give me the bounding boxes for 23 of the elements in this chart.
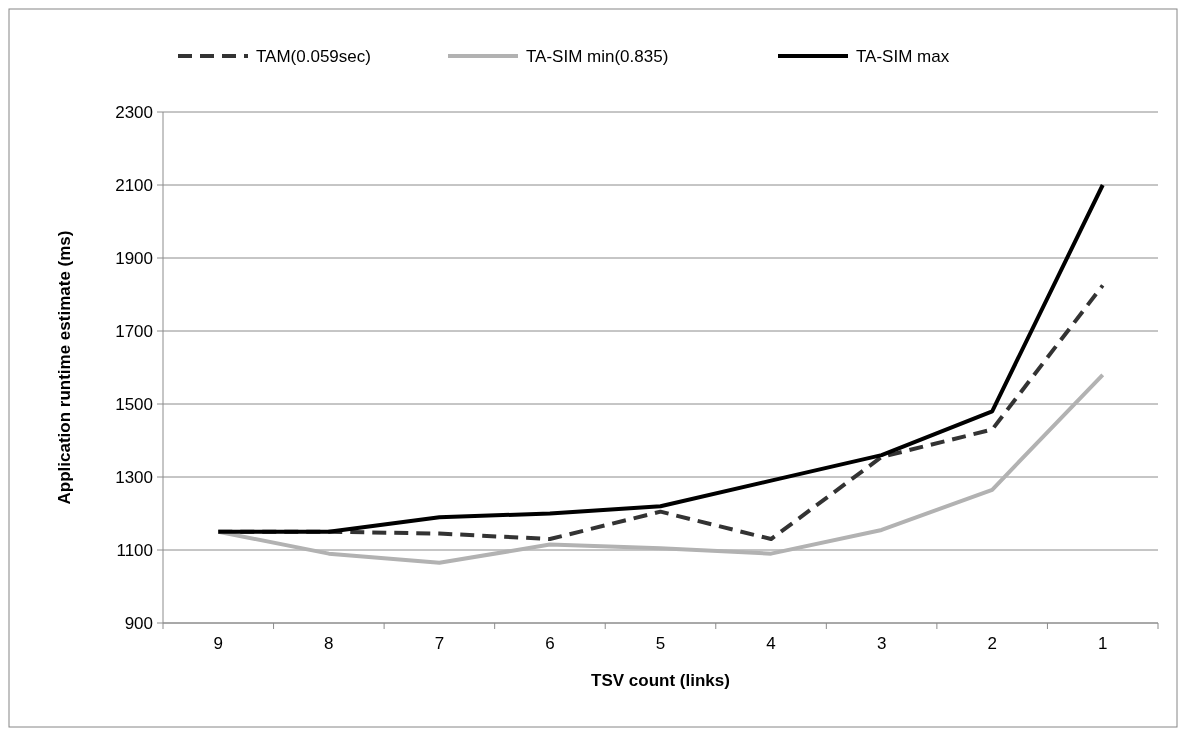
y-tick-label: 1900: [115, 248, 153, 268]
x-axis-title: TSV count (links): [591, 671, 730, 690]
y-tick-label: 1500: [115, 394, 153, 414]
legend-label: TA-SIM max: [856, 46, 950, 66]
y-axis-title: Application runtime estimate (ms): [55, 230, 74, 505]
y-tick-label: 1100: [116, 540, 153, 560]
x-tick-label: 7: [434, 634, 445, 653]
x-tick-label: 9: [213, 634, 224, 653]
x-tick-label: 2: [987, 634, 997, 653]
x-tick-label: 6: [545, 634, 555, 653]
y-tick-label: 900: [124, 613, 153, 633]
y-tick-label: 1300: [115, 467, 153, 487]
x-tick-label: 5: [655, 634, 666, 653]
x-tick-label: 8: [324, 634, 334, 653]
legend-label: TA-SIM min(0.835): [526, 46, 669, 66]
x-tick-label: 1: [1097, 634, 1108, 653]
y-tick-label: 2300: [115, 102, 153, 122]
line-series: [216, 183, 1105, 534]
x-tick-label: 4: [766, 634, 776, 653]
y-tick-label: 1700: [115, 321, 153, 341]
legend-label: TAM(0.059sec): [256, 46, 371, 66]
x-tick-label: 3: [876, 634, 887, 653]
y-tick-label: 2100: [115, 175, 153, 195]
